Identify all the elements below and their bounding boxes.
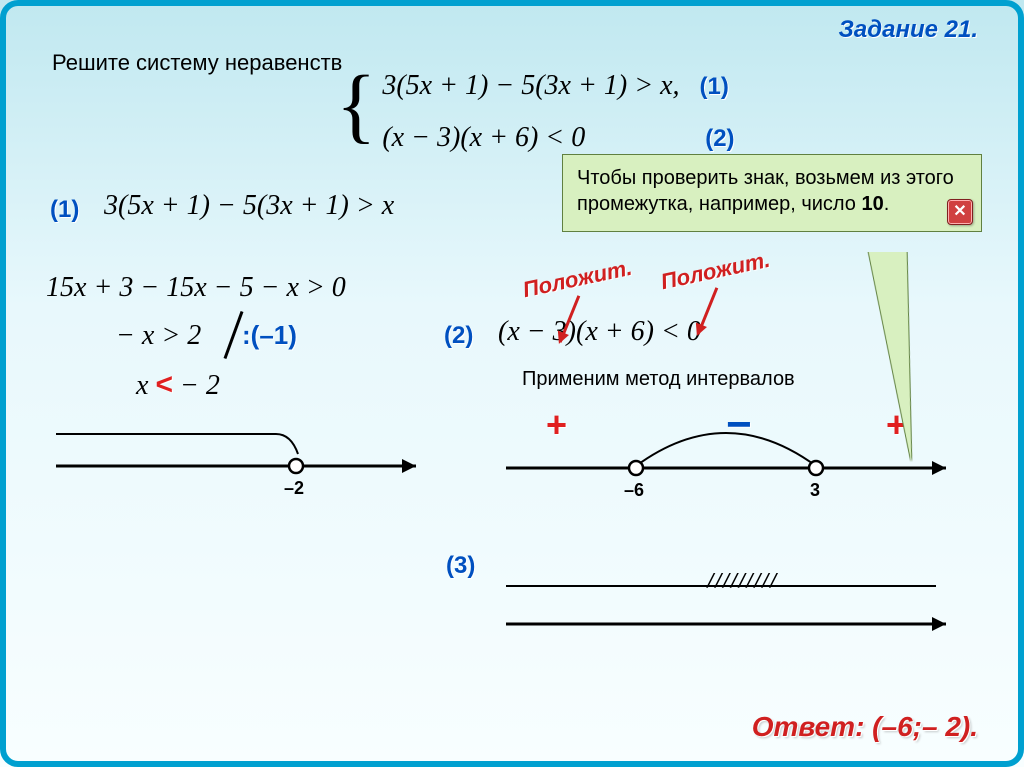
row1-label: (1)	[700, 73, 729, 101]
numberline-3	[496, 564, 966, 674]
method-text: Применим метод интервалов	[522, 368, 795, 391]
system-row-1: 3(5x + 1) − 5(3x + 1) > x,	[382, 70, 679, 102]
row2-label: (2)	[705, 125, 734, 153]
div-by-neg1: :(–1)	[242, 320, 297, 351]
prompt-text: Решите систему неравенств	[52, 50, 342, 76]
step1-eq-b: 15x + 3 − 15x − 5 − x > 0	[46, 272, 346, 304]
step1-label: (1)	[50, 196, 79, 224]
hint-tooltip: Чтобы проверить знак, возьмем из этого п…	[562, 154, 982, 232]
tooltip-text: Чтобы проверить знак, возьмем из этого п…	[577, 167, 954, 215]
nl2-p2: 3	[810, 480, 820, 500]
tooltip-tail-dot: .	[884, 193, 890, 215]
nl1-point: –2	[284, 478, 304, 498]
lt-symbol: <	[155, 368, 173, 401]
step1-eq-c: − x > 2	[116, 320, 201, 352]
diag-arrow-2	[697, 287, 719, 334]
step1-eq-d: x < − 2	[136, 368, 220, 402]
system-row-2: (x − 3)(x + 6) < 0	[382, 122, 585, 154]
task-title: Задание 21.	[839, 16, 979, 44]
answer-label: Ответ:	[752, 711, 865, 742]
step3-label: (3)	[446, 552, 475, 580]
answer-line: Ответ: (–6;– 2).	[752, 711, 978, 743]
answer-value: (–6;– 2).	[872, 711, 978, 742]
nl2-p1: –6	[624, 480, 644, 500]
division-slash	[224, 311, 244, 359]
step1-eq-a: 3(5x + 1) − 5(3x + 1) > x	[104, 190, 394, 222]
step2-label: (2)	[444, 322, 473, 350]
numberline-1: –2	[46, 404, 446, 514]
step2-eq: (x − 3)(x + 6) < 0	[498, 316, 701, 348]
system-block: { 3(5x + 1) − 5(3x + 1) > x, (1) (x − 3)…	[336, 70, 735, 154]
close-icon[interactable]: ✕	[947, 199, 973, 225]
left-brace: {	[336, 64, 376, 148]
tooltip-bold: 10	[861, 193, 883, 215]
